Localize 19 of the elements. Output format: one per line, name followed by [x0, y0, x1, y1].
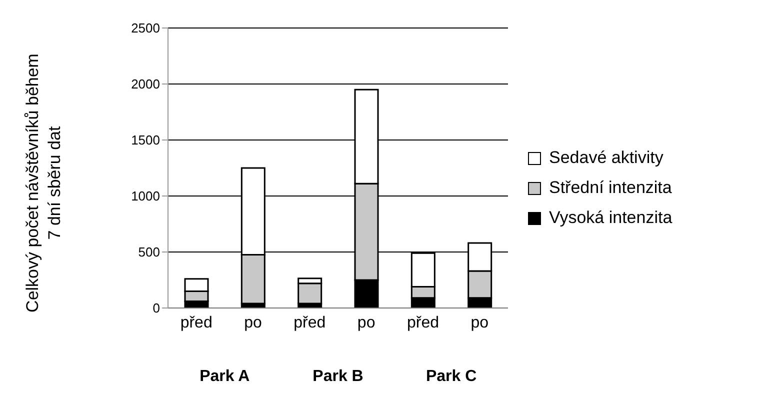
legend-label: Střední intenzita — [548, 178, 672, 198]
text: Park C — [424, 368, 478, 386]
x-tick-label: po — [244, 314, 262, 332]
legend-label: Sedavé aktivity — [548, 148, 664, 168]
y-tick-label: 1000 — [131, 188, 160, 204]
y-tick-label: 2500 — [131, 20, 160, 36]
x-tick-label: před — [180, 314, 212, 332]
text: Park B — [312, 368, 364, 386]
text: Park A — [198, 368, 251, 386]
x-tick-label: po — [470, 314, 489, 332]
x-tick-label: po — [357, 314, 376, 332]
y-tick-label: 1500 — [131, 132, 160, 148]
y-axis-title: Celkový počet návštěvníků během 7 dní sběru dat — [23, 54, 64, 312]
legend-label: Vysoká intenzita — [548, 208, 672, 228]
y-tick-label: 500 — [138, 244, 160, 260]
y-tick-label: 2000 — [131, 76, 160, 92]
x-tick-label: před — [406, 314, 440, 332]
x-tick-label: před — [294, 314, 326, 332]
y-tick-label: 0 — [152, 300, 160, 316]
